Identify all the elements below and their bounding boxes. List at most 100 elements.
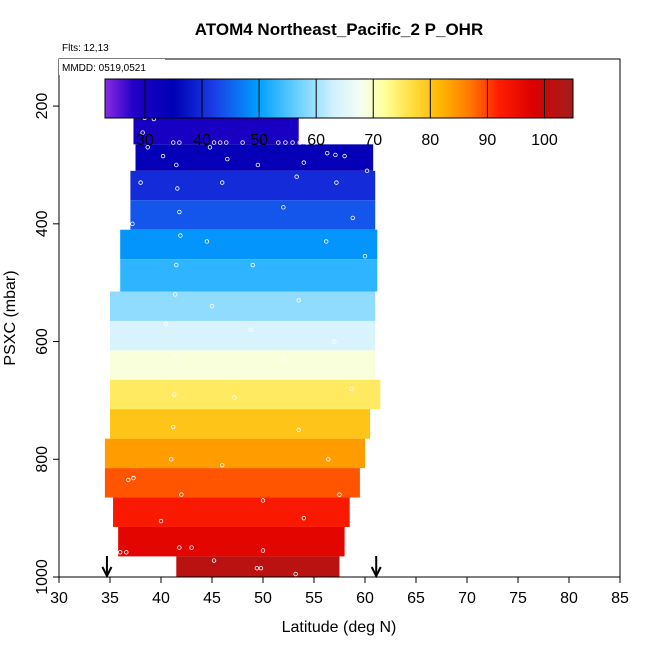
- heatmap-band-13: [104, 438, 366, 469]
- heatmap-band-6: [120, 229, 378, 260]
- obs-point-8: [211, 140, 217, 145]
- obs-point-28: [138, 180, 143, 185]
- obs-point-39: [204, 239, 210, 244]
- y-axis: 200 400 600 800 1000: [34, 93, 59, 595]
- date-note-bg: [59, 59, 165, 75]
- obs-point-37: [130, 221, 135, 227]
- x-tick-label-7: 65: [407, 590, 425, 607]
- colorbar-gradient: [104, 78, 574, 119]
- obs-point-44: [173, 292, 178, 297]
- y-tick-label-1: 400: [34, 210, 51, 237]
- obs-point-64: [337, 492, 342, 497]
- x-tick-label-6: 60: [356, 590, 374, 607]
- flight-arrow-1: [370, 556, 382, 579]
- colorbar-tick-label-7: 100: [531, 132, 558, 149]
- obs-point-27: [301, 160, 306, 165]
- obs-point-58: [219, 462, 225, 468]
- obs-point-29: [175, 186, 180, 191]
- obs-point-55: [171, 424, 176, 430]
- obs-point-10: [224, 140, 229, 145]
- heatmap-band-10: [110, 350, 376, 380]
- obs-point-15: [297, 140, 302, 145]
- colorbar-tick-label-2: 50: [250, 132, 268, 149]
- obs-point-11: [240, 140, 245, 145]
- obs-point-62: [179, 492, 184, 497]
- x-tick-label-3: 45: [203, 590, 221, 607]
- obs-point-38: [178, 233, 183, 238]
- obs-point-22: [160, 153, 166, 159]
- obs-point-41: [174, 262, 179, 268]
- obs-point-74: [254, 565, 260, 571]
- flights-note: Flts: 12,13: [62, 43, 109, 54]
- y-tick-label-3: 800: [34, 446, 51, 473]
- obs-point-59: [326, 457, 331, 462]
- y-tick-label-4: 1000: [34, 559, 51, 595]
- obs-point-71: [260, 548, 266, 553]
- colorbar-tick-label-0: 30: [136, 132, 154, 149]
- x-tick-label-5: 55: [305, 590, 323, 607]
- obs-point-7: [177, 140, 182, 145]
- obs-point-54: [349, 386, 354, 391]
- heatmap-band-4: [130, 170, 376, 201]
- heatmap-layer: [104, 85, 381, 577]
- obs-point-31: [294, 174, 299, 179]
- obs-point-46: [296, 298, 301, 303]
- obs-point-17: [311, 140, 317, 145]
- x-tick-label-1: 35: [101, 590, 119, 607]
- y-axis-label: PSXC (mbar): [2, 270, 19, 365]
- obs-point-53: [232, 395, 237, 400]
- obs-point-13: [283, 140, 288, 145]
- obs-point-69: [177, 545, 182, 550]
- obs-point-70: [189, 545, 194, 550]
- obs-point-68: [124, 550, 129, 555]
- obs-point-30: [219, 180, 225, 185]
- colorbar: 30 40 50 60 70 80 90 100: [104, 78, 574, 149]
- x-axis-label: Latitude (deg N): [282, 619, 397, 636]
- heatmap-band-8: [110, 291, 376, 321]
- heatmap-band-14: [104, 468, 360, 498]
- obs-point-14: [290, 140, 295, 145]
- obs-point-49: [332, 339, 337, 344]
- obs-point-63: [260, 498, 266, 503]
- flight-markers: [101, 556, 382, 579]
- heatmap-band-5: [130, 200, 376, 230]
- obs-point-12: [276, 140, 281, 145]
- obs-point-57: [168, 457, 174, 462]
- obs-point-36: [350, 215, 355, 221]
- obs-point-65: [158, 518, 164, 524]
- obs-point-50: [174, 354, 179, 359]
- colorbar-tick-label-5: 80: [421, 132, 439, 149]
- obs-point-51: [281, 357, 286, 362]
- obs-point-61: [131, 475, 136, 481]
- heatmap-band-12: [110, 409, 371, 439]
- heatmap-band-16: [118, 526, 345, 557]
- colorbar-tick-label-4: 70: [364, 132, 382, 149]
- obs-point-76: [293, 571, 298, 577]
- obs-point-73: [211, 558, 217, 563]
- x-tick-label-8: 70: [458, 590, 476, 607]
- obs-point-43: [362, 253, 368, 259]
- obs-point-40: [324, 239, 329, 244]
- obs-point-5: [140, 130, 145, 135]
- x-tick-label-9: 75: [509, 590, 527, 607]
- obs-point-72: [153, 563, 159, 568]
- obs-point-16: [304, 140, 310, 145]
- obs-point-42: [250, 262, 255, 268]
- y-tick-label-2: 600: [34, 328, 51, 355]
- obs-point-52: [172, 392, 177, 397]
- x-tick-label-10: 80: [560, 590, 578, 607]
- x-axis: 30 35 40 45 50 55 60 65 70 75 80 85: [50, 577, 629, 607]
- obs-point-45: [209, 304, 215, 309]
- x-tick-label-4: 50: [254, 590, 272, 607]
- x-tick-label-11: 85: [611, 590, 629, 607]
- obs-point-67: [117, 550, 123, 555]
- plot-frame: [58, 58, 621, 578]
- obs-point-60: [126, 477, 131, 483]
- obs-point-26: [255, 162, 261, 168]
- x-tick-label-0: 30: [50, 590, 68, 607]
- obs-point-47: [163, 321, 169, 327]
- obs-point-35: [281, 205, 286, 210]
- heatmap-band-15: [113, 497, 350, 527]
- obs-point-25: [225, 156, 230, 162]
